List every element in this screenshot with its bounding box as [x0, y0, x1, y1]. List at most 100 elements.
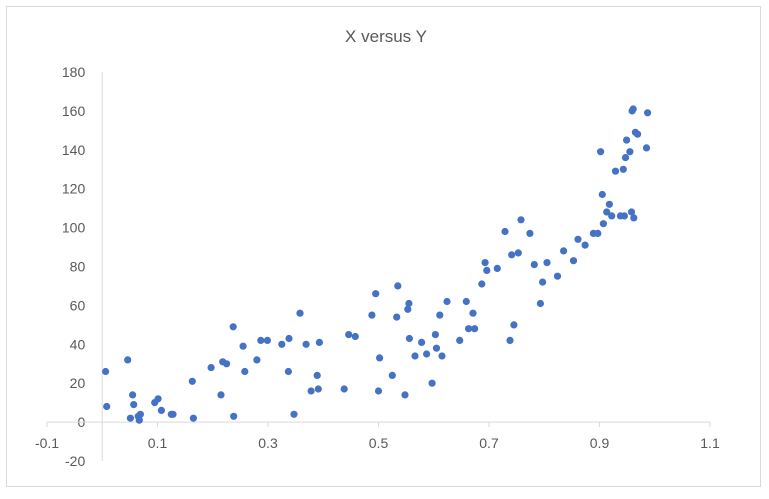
data-point [436, 311, 444, 319]
data-point [345, 331, 353, 339]
y-tick-label: 120 [62, 181, 86, 197]
data-point [517, 216, 525, 224]
y-tick-label: 40 [70, 336, 86, 352]
y-tick-label: 20 [70, 375, 86, 391]
data-point [411, 352, 419, 360]
data-point [188, 377, 196, 385]
y-tick-label: 180 [62, 64, 86, 80]
data-point [229, 323, 237, 331]
data-point [432, 344, 441, 352]
chart-title: X versus Y [345, 27, 427, 46]
data-point [278, 340, 286, 348]
data-point [471, 325, 479, 333]
data-point [257, 336, 265, 344]
x-tick-label: 0.1 [148, 435, 168, 451]
data-point [126, 414, 134, 422]
data-point [230, 412, 238, 420]
data-point [483, 266, 491, 274]
data-points [102, 105, 652, 424]
data-point [124, 356, 132, 364]
x-tick-label: 0.5 [369, 435, 389, 451]
data-point [626, 148, 634, 156]
data-point [510, 321, 518, 329]
data-point [253, 356, 261, 364]
data-point [239, 342, 247, 350]
data-point [307, 387, 315, 395]
data-point [569, 257, 578, 265]
data-point [241, 367, 249, 376]
data-point [368, 311, 376, 319]
data-point [581, 241, 589, 249]
data-point [404, 305, 412, 313]
data-point [514, 249, 522, 257]
data-point [302, 340, 310, 348]
data-point [553, 272, 562, 280]
data-point [478, 280, 486, 288]
data-point [340, 385, 348, 393]
data-point [169, 410, 177, 418]
data-point [157, 406, 165, 414]
data-point [285, 334, 293, 343]
data-point [539, 278, 547, 286]
data-point [207, 364, 215, 372]
data-point [290, 410, 298, 418]
data-point [189, 414, 197, 422]
data-point [493, 264, 501, 272]
data-point [284, 367, 292, 376]
data-point [129, 391, 137, 399]
data-point [315, 338, 323, 346]
data-point [313, 371, 321, 379]
data-point [351, 332, 359, 341]
data-point [630, 214, 638, 222]
data-point [644, 109, 652, 117]
data-point [634, 130, 642, 138]
data-point [608, 212, 616, 220]
data-point [136, 410, 144, 418]
data-point [443, 297, 451, 306]
data-point [620, 212, 629, 220]
y-tick-label: 60 [70, 297, 86, 313]
data-point [597, 148, 605, 156]
data-point [372, 290, 380, 298]
data-point [217, 391, 225, 399]
data-point [374, 387, 383, 395]
data-point [154, 395, 162, 403]
data-point [393, 313, 401, 321]
data-point [629, 105, 637, 113]
data-point [456, 336, 464, 344]
y-tick-label: 160 [62, 103, 86, 119]
data-point [431, 331, 439, 339]
data-point [438, 352, 446, 360]
data-point [605, 200, 614, 208]
x-tick-label: 0.7 [479, 435, 499, 451]
data-point [376, 354, 384, 362]
data-point [130, 401, 138, 409]
data-point [418, 338, 426, 346]
data-point [469, 309, 477, 317]
data-point [405, 299, 413, 308]
data-point [642, 144, 651, 152]
data-point [536, 299, 545, 308]
data-point [481, 259, 489, 267]
data-point [388, 371, 396, 379]
x-tick-label: 1.1 [700, 435, 720, 451]
y-tick-label: 100 [62, 220, 86, 236]
data-point [543, 259, 551, 267]
data-point [530, 261, 538, 269]
data-point [462, 297, 470, 306]
data-point [102, 367, 110, 376]
data-point [465, 325, 473, 333]
y-tick-label: -20 [65, 453, 85, 469]
data-point [526, 229, 534, 237]
data-point [314, 385, 322, 393]
data-point [603, 208, 611, 216]
data-point [223, 360, 231, 368]
data-point [506, 336, 514, 344]
data-point [508, 251, 516, 259]
data-point [428, 379, 436, 387]
y-tick-label: 140 [62, 142, 86, 158]
data-point [560, 247, 568, 255]
data-point [599, 220, 608, 228]
data-point [574, 235, 582, 243]
